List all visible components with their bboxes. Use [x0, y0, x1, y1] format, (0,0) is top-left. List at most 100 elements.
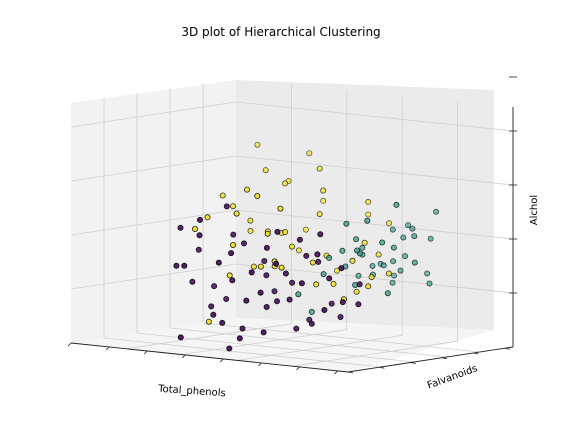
scatter-point-cluster-0: [257, 289, 264, 296]
scatter-point-cluster-0: [189, 278, 196, 285]
scatter-point-cluster-0: [210, 311, 217, 318]
x-tick: [220, 358, 224, 363]
scatter-point-cluster-1: [354, 247, 361, 254]
scatter-point-cluster-1: [308, 308, 315, 315]
scatter-point-cluster-2: [277, 205, 284, 212]
scatter-point-cluster-0: [230, 231, 237, 238]
scatter-point-cluster-2: [375, 251, 382, 258]
scatter-point-cluster-2: [295, 247, 302, 254]
scatter-point-cluster-1: [384, 290, 391, 297]
x-tick: [334, 370, 338, 375]
scatter-point-cluster-0: [239, 325, 246, 332]
scatter-point-cluster-2: [333, 267, 340, 274]
scatter-point-cluster-2: [320, 197, 327, 204]
x-tick: [296, 366, 300, 371]
scatter-point-cluster-1: [405, 222, 412, 229]
scatter-point-cluster-0: [263, 303, 270, 310]
scatter-point-cluster-1: [424, 270, 431, 277]
scatter-point-cluster-2: [313, 281, 320, 288]
scatter-point-cluster-0: [181, 262, 188, 269]
scatter-point-cluster-1: [389, 279, 396, 286]
scatter-point-cluster-2: [278, 264, 285, 271]
scatter-point-cluster-0: [339, 299, 346, 306]
scatter-point-cluster-0: [215, 259, 222, 266]
scatter-point-cluster-2: [254, 141, 261, 148]
scatter-point-cluster-2: [385, 270, 392, 277]
y-tick: [441, 357, 448, 360]
floor-pane: [71, 318, 494, 372]
scatter-point-cluster-2: [219, 192, 226, 199]
left-pane: [71, 80, 236, 343]
scatter-point-cluster-0: [240, 240, 247, 247]
grid-line: [126, 323, 292, 350]
y-tick: [410, 362, 416, 364]
scatter-point-cluster-2: [264, 230, 271, 237]
scatter-point-cluster-2: [361, 239, 368, 246]
z-axis-label: Alchol: [529, 195, 540, 225]
scatter-point-cluster-0: [228, 250, 235, 257]
scatter-point-cluster-2: [226, 272, 233, 279]
y-tick: [347, 371, 354, 374]
scatter-point-cluster-2: [316, 211, 323, 218]
scatter-point-cluster-2: [250, 263, 257, 270]
scatter-point-cluster-2: [368, 274, 375, 281]
scatter-point-cluster-2: [385, 220, 392, 227]
scatter-point-cluster-0: [314, 251, 321, 258]
scatter-point-cluster-0: [263, 244, 270, 251]
scatter-point-cluster-1: [391, 272, 398, 279]
grid-line: [181, 329, 347, 355]
scatter-point-cluster-0: [356, 281, 363, 288]
scatter-point-cluster-0: [321, 306, 328, 313]
scatter-point-cluster-1: [364, 217, 371, 224]
scatter-point-cluster-0: [260, 329, 267, 336]
chart-title: 3D plot of Hierarchical Clustering: [181, 25, 380, 39]
scatter-point-cluster-2: [320, 187, 327, 194]
scatter-point-cluster-1: [411, 233, 418, 240]
scatter-point-cluster-0: [273, 260, 280, 267]
scatter-point-cluster-0: [273, 298, 280, 305]
scatter-point-cluster-2: [230, 241, 237, 248]
scatter-point-cluster-0: [173, 262, 180, 269]
scatter-point-cluster-1: [411, 259, 418, 266]
scatter-point-cluster-1: [390, 244, 397, 251]
scatter-point-cluster-0: [326, 275, 333, 282]
x-tick: [181, 354, 186, 359]
scatter-point-cluster-0: [196, 216, 203, 223]
y-tick: [379, 366, 385, 369]
x-tick: [105, 346, 110, 351]
scatter-point-cluster-1: [389, 226, 396, 233]
x-tick: [258, 362, 262, 367]
scatter-point-cluster-1: [295, 291, 302, 298]
scatter-point-cluster-0: [219, 319, 226, 326]
scatter-point-cluster-0: [236, 335, 243, 342]
scatter-point-cluster-2: [330, 280, 337, 287]
scatter-point-cluster-0: [177, 224, 184, 231]
scatter-point-cluster-0: [303, 252, 310, 259]
y-tick: [504, 347, 510, 350]
scatter-point-cluster-1: [339, 247, 346, 254]
scatter-point-cluster-2: [247, 227, 254, 234]
grid-line: [103, 337, 382, 368]
scatter-point-cluster-2: [309, 259, 316, 266]
scatter-point-cluster-2: [243, 186, 250, 193]
scatter-points: [173, 141, 440, 352]
y-tick: [473, 352, 479, 355]
scatter-point-cluster-1: [426, 280, 433, 287]
x-tick: [67, 342, 72, 347]
scatter-point-cluster-1: [326, 254, 333, 261]
scatter-point-cluster-0: [296, 236, 303, 243]
scatter-point-cluster-0: [271, 288, 278, 295]
scatter-point-cluster-0: [243, 297, 250, 304]
scatter-point-cluster-2: [205, 318, 212, 325]
scatter-point-cluster-1: [343, 220, 350, 227]
scatter-point-cluster-2: [316, 165, 323, 172]
scatter-point-cluster-0: [293, 325, 300, 332]
scatter-point-cluster-2: [191, 225, 198, 232]
scatter-point-cluster-0: [308, 320, 315, 327]
scatter-point-cluster-1: [379, 239, 386, 246]
y-axis-line: [347, 346, 514, 373]
grid-line: [237, 335, 403, 361]
scatter-point-cluster-0: [282, 270, 289, 277]
